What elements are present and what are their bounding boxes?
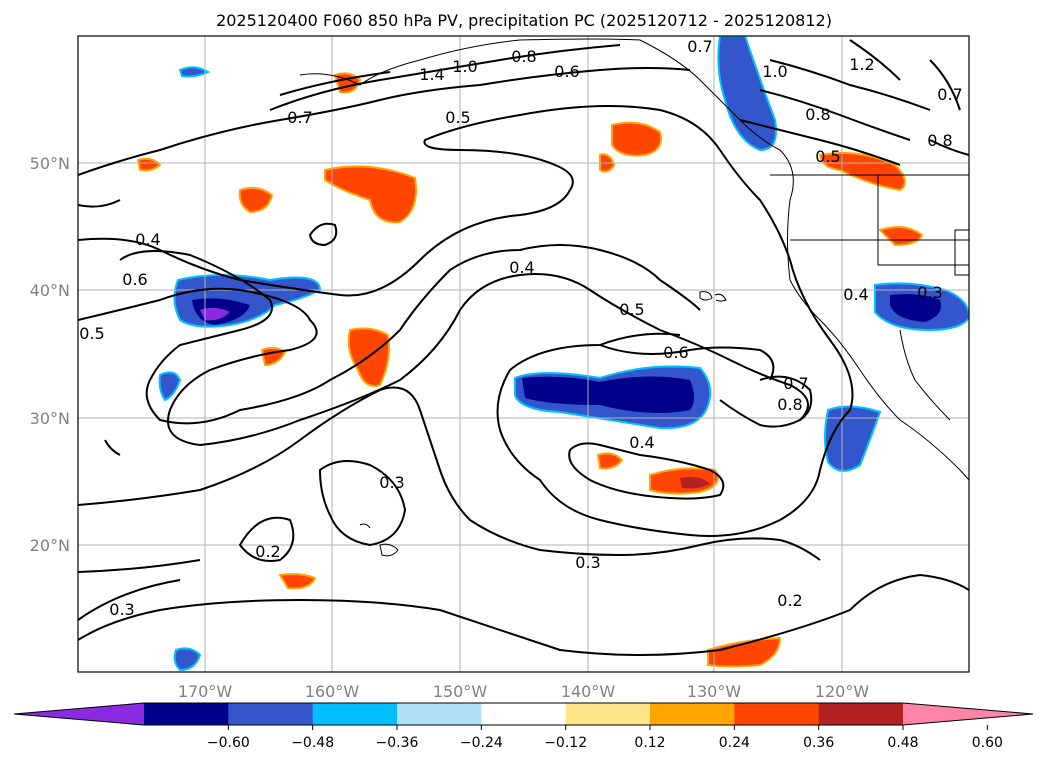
contour-label: 0.2 [255, 542, 280, 561]
precip-anomaly-patch [278, 573, 317, 590]
colorbar-tick-label: −0.12 [544, 735, 587, 751]
colorbar-tick-label: −0.60 [207, 735, 250, 751]
precip-anomaly-patch [818, 152, 906, 192]
contour-label: 0.5 [619, 300, 644, 319]
lat-label: 50°N [30, 154, 70, 173]
colorbar-segment [312, 703, 398, 725]
contour-label: 1.0 [452, 57, 477, 76]
pv-contours [78, 39, 969, 656]
colorbar-tick-label: −0.36 [376, 735, 419, 751]
contour-label: 0.7 [687, 37, 712, 56]
precip-anomaly-patch [136, 157, 162, 172]
lon-label: 150°W [433, 682, 488, 701]
colorbar-segment [397, 703, 482, 725]
colorbar-segment [650, 703, 735, 725]
lat-label: 40°N [30, 281, 70, 300]
precip-anomaly-patch [200, 307, 230, 321]
lat-label: 20°N [30, 536, 70, 555]
precip-anomaly-patch [178, 66, 211, 78]
colorbar-extend-low [14, 703, 144, 725]
contour-label: 0.5 [79, 324, 104, 343]
contour-label: 0.3 [917, 283, 942, 302]
precip-anomaly-patch [238, 186, 274, 214]
colorbar-outline [13, 702, 1034, 726]
contour-label: 0.6 [663, 343, 688, 362]
colorbar: −0.60 −0.48 −0.36 −0.24 −0.12 0.12 0.24 0.36 0.4… [13, 702, 1034, 751]
precip-anomaly-patch [158, 371, 182, 402]
colorbar-tick-label: 0.60 [972, 735, 1003, 751]
contour-label: 0.8 [777, 395, 802, 414]
contour-label: 0.6 [122, 270, 147, 289]
colorbar-segment [228, 703, 314, 725]
colorbar-tick-label: 0.48 [887, 735, 918, 751]
latitude-labels: 50°N 40°N 30°N 20°N [30, 154, 70, 555]
colorbar-tick-label: −0.24 [460, 735, 503, 751]
contour-label: 0.5 [445, 108, 470, 127]
precip-anomaly-patch [522, 376, 694, 414]
colorbar-tick-label: 0.12 [634, 735, 665, 751]
lon-label: 120°W [815, 682, 870, 701]
contour-labels: 0.7 1.4 1.0 0.8 0.6 0.5 0.7 1.0 0.8 1.2 … [79, 37, 962, 619]
lon-label: 140°W [561, 682, 616, 701]
coastlines [299, 38, 969, 557]
contour-label: 0.5 [815, 147, 840, 166]
lat-label: 30°N [30, 409, 70, 428]
precip-anomaly-patch [717, 36, 777, 152]
lon-label: 160°W [305, 682, 360, 701]
contour-label: 0.7 [287, 108, 312, 127]
colorbar-tick-label: 0.36 [803, 735, 834, 751]
contour-label: 0.4 [509, 258, 534, 277]
longitude-labels: 170°W 160°W 150°W 140°W 130°W 120°W [178, 682, 870, 701]
contour-label: 0.3 [109, 600, 134, 619]
contour-label: 0.7 [783, 374, 808, 393]
plot-title: 2025120400 F060 850 hPa PV, precipitatio… [216, 11, 832, 30]
lon-label: 130°W [687, 682, 742, 701]
colorbar-tick-label: 0.24 [719, 735, 750, 751]
precip-anomaly-patch [611, 121, 662, 157]
contour-label: 0.2 [777, 591, 802, 610]
colorbar-segment [144, 703, 229, 725]
contour-label: 0.6 [554, 62, 579, 81]
precip-anomaly-patch [890, 294, 941, 322]
precip-anomaly-patch [324, 165, 417, 224]
precip-anomaly-patch [680, 476, 710, 489]
contour-label: 0.8 [927, 131, 952, 150]
precip-anomaly-patch [707, 636, 782, 668]
colorbar-tick-label: −0.48 [291, 735, 334, 751]
contour-label: 1.2 [849, 55, 874, 74]
precip-anomaly-patch [173, 647, 202, 672]
map-panel: 0.7 1.4 1.0 0.8 0.6 0.5 0.7 1.0 0.8 1.2 … [78, 36, 969, 672]
contour-label: 0.4 [629, 433, 654, 452]
colorbar-segment [565, 703, 651, 725]
colorbar-segment [481, 703, 567, 725]
precip-anomaly-patch [596, 452, 624, 470]
contour-label: 0.8 [805, 105, 830, 124]
colorbar-extend-high [903, 703, 1033, 725]
contour-label: 0.3 [379, 473, 404, 492]
colorbar-segment [734, 703, 820, 725]
precipitation-shading [136, 36, 969, 672]
contour-label: 0.3 [575, 553, 600, 572]
contour-label: 1.0 [762, 62, 787, 81]
contour-label: 0.4 [843, 285, 868, 304]
contour-label: 0.7 [937, 85, 962, 104]
contour-label: 0.8 [511, 47, 536, 66]
lon-label: 170°W [178, 682, 233, 701]
map-frame [77, 35, 970, 673]
contour-label: 1.4 [419, 65, 444, 84]
colorbar-segment [818, 703, 904, 725]
contour-label: 0.4 [135, 230, 160, 249]
